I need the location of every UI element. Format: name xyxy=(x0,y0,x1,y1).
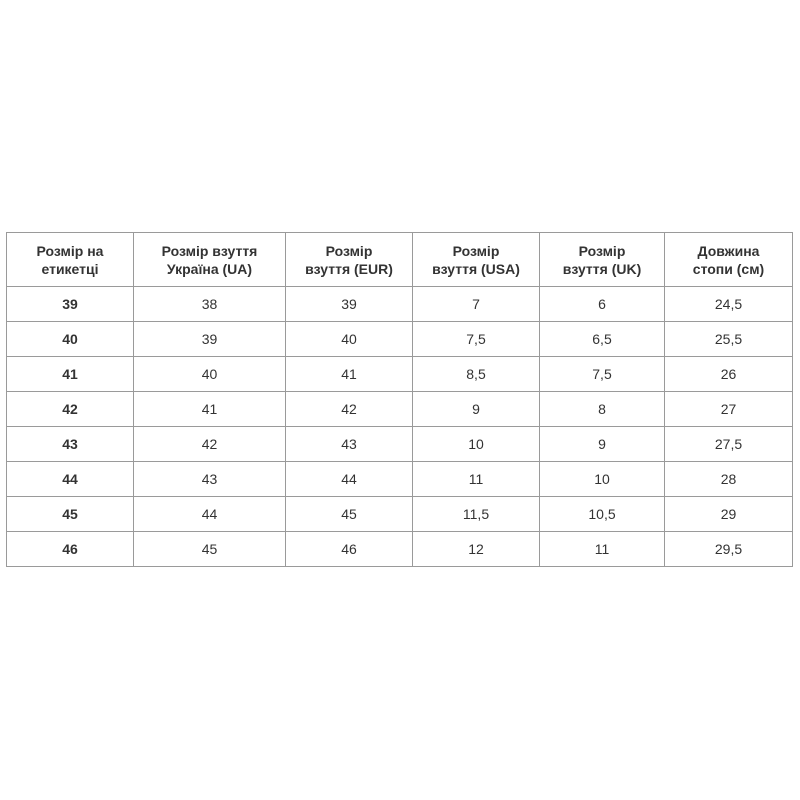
cell-ua-size: 41 xyxy=(133,391,286,427)
cell-eur-size: 46 xyxy=(285,531,413,567)
cell-label-size: 41 xyxy=(6,356,134,392)
cell-ua-size: 45 xyxy=(133,531,286,567)
cell-ua-size: 44 xyxy=(133,496,286,532)
cell-foot-length: 24,5 xyxy=(664,286,793,322)
header-text-line: взуття (USA) xyxy=(432,260,520,277)
header-uk-size: Розмір взуття (UK) xyxy=(539,232,665,287)
cell-eur-size: 39 xyxy=(285,286,413,322)
size-chart-table: Розмір на етикетці Розмір взуття Україна (U… xyxy=(6,232,793,567)
header-text-line: Розмір на xyxy=(36,242,104,259)
table-row: 46 45 46 12 11 29,5 xyxy=(6,531,793,567)
cell-foot-length: 29,5 xyxy=(664,531,793,567)
table-row: 41 40 41 8,5 7,5 26 xyxy=(6,356,793,392)
cell-label-size: 46 xyxy=(6,531,134,567)
header-text-line: Розмір xyxy=(452,242,500,259)
cell-uk-size: 8 xyxy=(539,391,665,427)
cell-ua-size: 42 xyxy=(133,426,286,462)
header-eur-size: Розмір взуття (EUR) xyxy=(285,232,413,287)
header-text-line: взуття (EUR) xyxy=(305,260,393,277)
cell-usa-size: 7,5 xyxy=(412,321,540,357)
cell-eur-size: 42 xyxy=(285,391,413,427)
header-text-line: етикетці xyxy=(41,260,99,277)
header-text-line: стопи (см) xyxy=(692,260,765,277)
header-text-line: Розмір xyxy=(578,242,626,259)
table-body: 39 38 39 7 6 24,5 40 39 40 7,5 6,5 25,5 41 40 41 8,5 7,5… xyxy=(6,286,793,567)
table-row: 40 39 40 7,5 6,5 25,5 xyxy=(6,321,793,357)
cell-label-size: 40 xyxy=(6,321,134,357)
cell-eur-size: 45 xyxy=(285,496,413,532)
header-text-line: Україна (UA) xyxy=(166,260,253,277)
cell-eur-size: 41 xyxy=(285,356,413,392)
cell-usa-size: 11 xyxy=(412,461,540,497)
cell-uk-size: 10,5 xyxy=(539,496,665,532)
cell-eur-size: 40 xyxy=(285,321,413,357)
cell-foot-length: 25,5 xyxy=(664,321,793,357)
cell-label-size: 42 xyxy=(6,391,134,427)
cell-uk-size: 6 xyxy=(539,286,665,322)
cell-ua-size: 39 xyxy=(133,321,286,357)
cell-label-size: 44 xyxy=(6,461,134,497)
cell-usa-size: 8,5 xyxy=(412,356,540,392)
table-row: 44 43 44 11 10 28 xyxy=(6,461,793,497)
cell-usa-size: 11,5 xyxy=(412,496,540,532)
cell-uk-size: 11 xyxy=(539,531,665,567)
cell-uk-size: 10 xyxy=(539,461,665,497)
table-row: 39 38 39 7 6 24,5 xyxy=(6,286,793,322)
cell-eur-size: 44 xyxy=(285,461,413,497)
header-row: Розмір на етикетці Розмір взуття Україна (U… xyxy=(6,232,793,287)
cell-label-size: 39 xyxy=(6,286,134,322)
header-foot-length: Довжина стопи (см) xyxy=(664,232,793,287)
cell-foot-length: 27 xyxy=(664,391,793,427)
header-text-line: Довжина xyxy=(697,242,760,259)
header-text-line: Розмір взуття xyxy=(161,242,258,259)
cell-usa-size: 12 xyxy=(412,531,540,567)
cell-foot-length: 27,5 xyxy=(664,426,793,462)
cell-usa-size: 9 xyxy=(412,391,540,427)
table-row: 42 41 42 9 8 27 xyxy=(6,391,793,427)
cell-uk-size: 7,5 xyxy=(539,356,665,392)
cell-foot-length: 26 xyxy=(664,356,793,392)
header-text-line: взуття (UK) xyxy=(562,260,642,277)
cell-label-size: 45 xyxy=(6,496,134,532)
cell-ua-size: 38 xyxy=(133,286,286,322)
cell-uk-size: 9 xyxy=(539,426,665,462)
cell-eur-size: 43 xyxy=(285,426,413,462)
header-ua-size: Розмір взуття Україна (UA) xyxy=(133,232,286,287)
header-label-size: Розмір на етикетці xyxy=(6,232,134,287)
cell-usa-size: 7 xyxy=(412,286,540,322)
header-text-line: Розмір xyxy=(325,242,373,259)
cell-label-size: 43 xyxy=(6,426,134,462)
table-row: 45 44 45 11,5 10,5 29 xyxy=(6,496,793,532)
cell-ua-size: 40 xyxy=(133,356,286,392)
table-row: 43 42 43 10 9 27,5 xyxy=(6,426,793,462)
cell-foot-length: 29 xyxy=(664,496,793,532)
cell-foot-length: 28 xyxy=(664,461,793,497)
header-usa-size: Розмір взуття (USA) xyxy=(412,232,540,287)
cell-usa-size: 10 xyxy=(412,426,540,462)
cell-uk-size: 6,5 xyxy=(539,321,665,357)
cell-ua-size: 43 xyxy=(133,461,286,497)
